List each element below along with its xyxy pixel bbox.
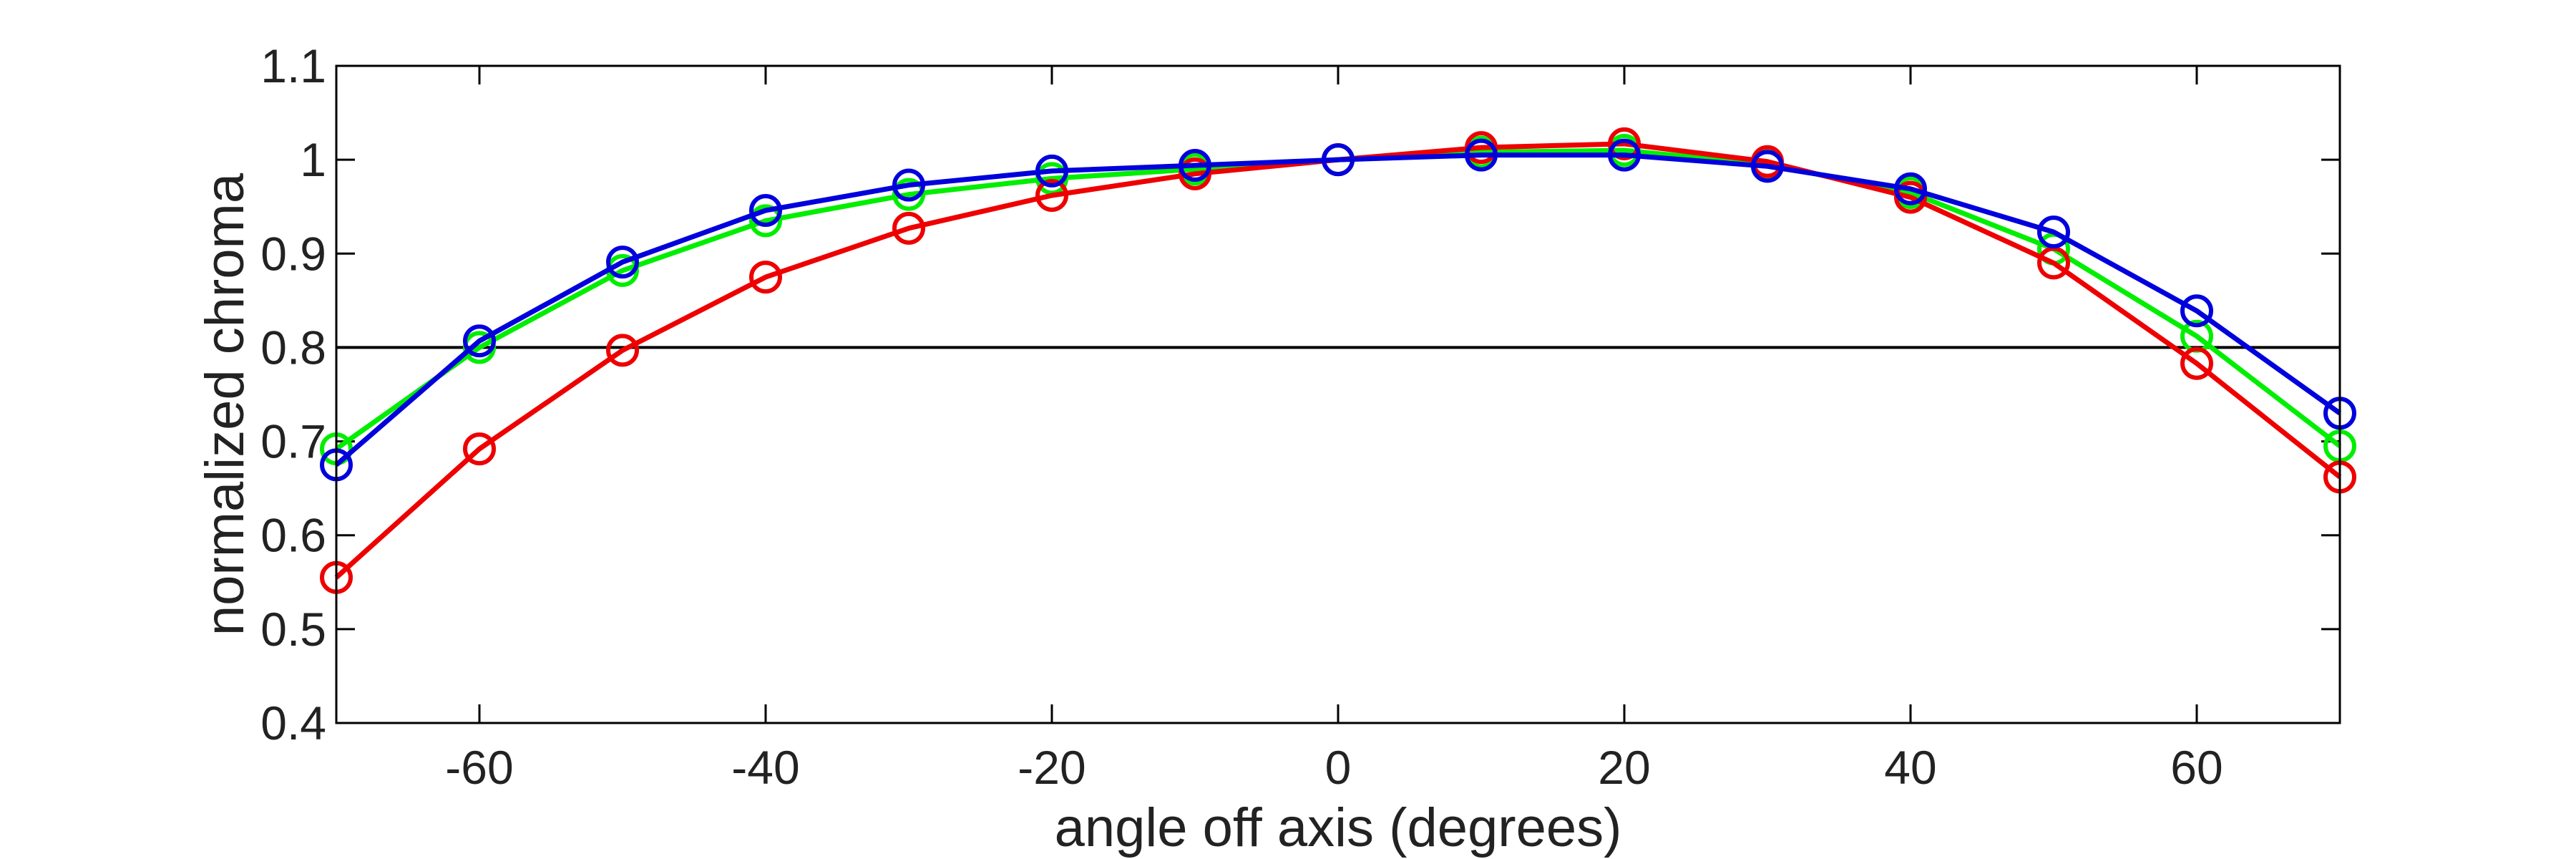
data-point [1894,172,1927,205]
x-tick-label: 60 [2170,741,2223,794]
plot-area [336,66,2340,723]
y-axis-label: normalized chroma [195,173,255,636]
x-tick-label: 40 [1884,741,1936,794]
y-tick-label: 0.9 [260,227,326,280]
data-point [463,432,496,466]
series-layer [320,127,2356,594]
data-point [463,324,496,358]
data-point [606,246,639,279]
data-point [2037,215,2070,249]
data-point [1322,143,1355,177]
data-point [1035,178,1068,212]
data-point [749,193,782,227]
x-tick-label: 0 [1325,741,1352,794]
y-tick-label: 1.1 [260,39,326,92]
data-point [2180,294,2213,328]
x-tick-label: -60 [445,741,513,794]
data-point [749,204,782,238]
data-point [1179,157,1211,190]
data-point [892,168,925,202]
y-tick-label: 0.6 [260,509,326,562]
data-point [1465,138,1498,172]
data-point [2037,246,2070,280]
y-tick-label: 0.5 [260,603,326,656]
x-tick-label: -40 [731,741,799,794]
ticks-layer: -60 -40 -20 0 20 40 60 0.4 0.5 0.6 0.7 0.8 0.9 1 1.1 [260,39,2340,794]
data-point [1608,127,1641,160]
plot-background [336,66,2340,723]
data-point [1894,180,1927,214]
data-point [1751,150,1784,183]
data-point [1608,138,1641,172]
x-axis-label: angle off axis (degrees) [1055,797,1622,858]
data-point [892,211,925,245]
y-tick-label: 0.7 [260,415,326,468]
x-tick-label: -20 [1018,741,1085,794]
x-tick-label: 20 [1598,741,1650,794]
series-line [334,152,2342,467]
y-tick-label: 0.8 [260,321,326,374]
y-tick-label: 0.4 [260,697,326,749]
data-point [606,334,639,367]
data-point [1179,149,1211,183]
data-point [2180,346,2213,380]
data-point [749,261,782,294]
plot-frame-layer [335,64,2341,724]
data-point [892,178,925,211]
plot-frame [335,64,2341,724]
y-tick-label: 1 [300,133,326,186]
data-point [1035,154,1068,188]
